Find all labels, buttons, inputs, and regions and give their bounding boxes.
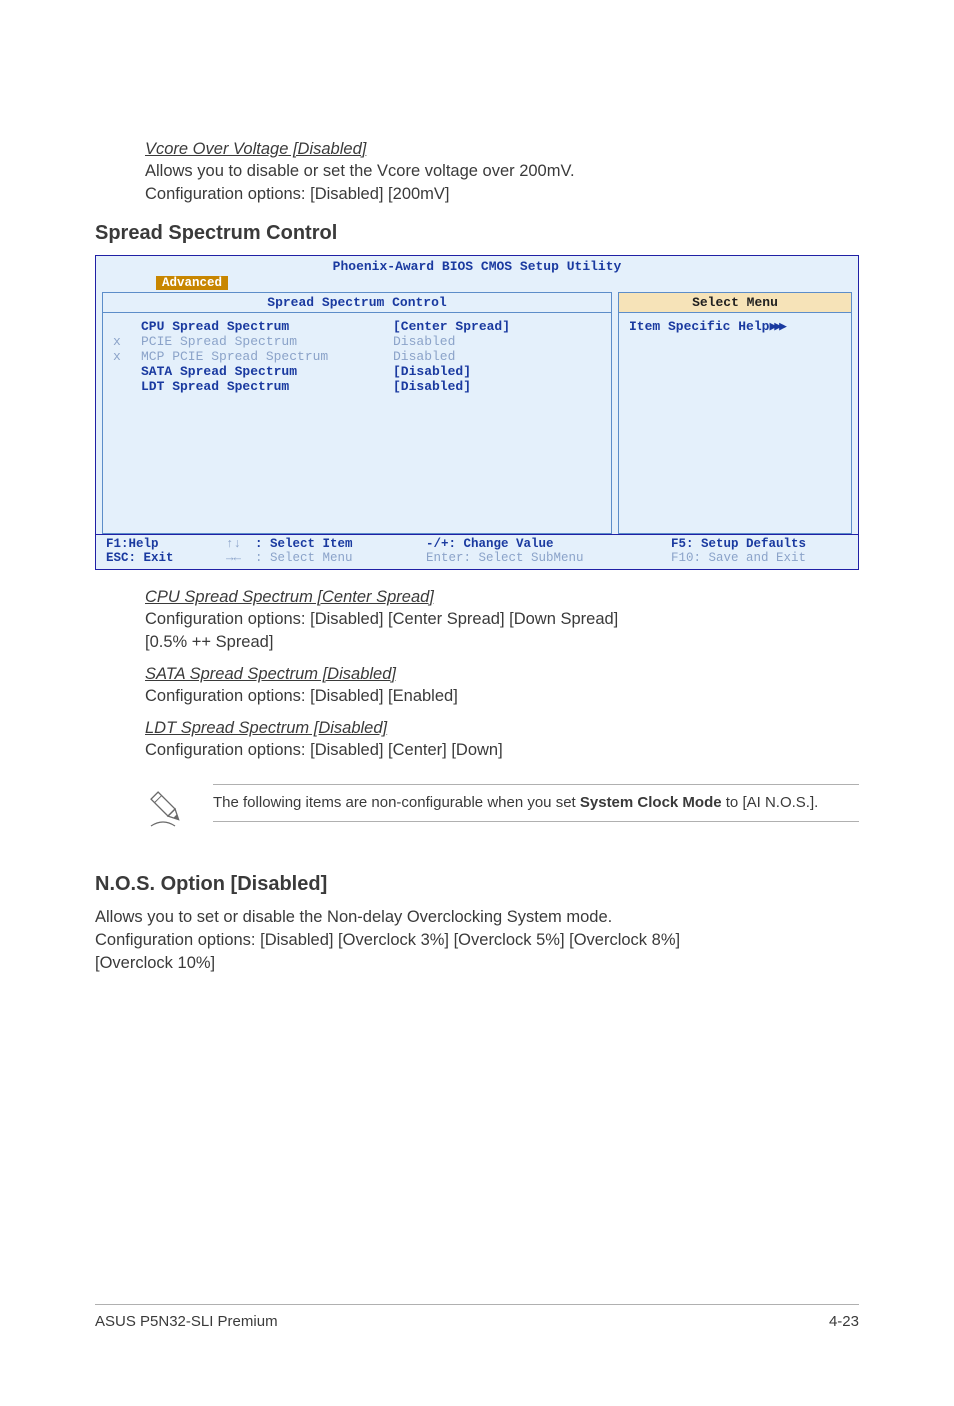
bios-row: xMCP PCIE Spread Spectrum Disabled: [113, 349, 601, 364]
bios-row-value: [Disabled]: [393, 379, 471, 394]
bios-row-value: [Center Spread]: [393, 319, 510, 334]
page-footer: ASUS P5N32-SLI Premium 4-23: [95, 1304, 859, 1330]
bios-row-value: [Disabled]: [393, 364, 471, 379]
bios-row[interactable]: CPU Spread Spectrum [Center Spread]: [113, 319, 601, 334]
arrow-right-icon: ▶▶▶: [769, 319, 783, 334]
ldt-spread-text: Configuration options: [Disabled] [Cente…: [145, 739, 859, 761]
bios-right-header: Select Menu: [619, 293, 851, 313]
bios-tabrow: Advanced: [96, 275, 858, 292]
bios-key-help: F1:Help: [106, 537, 226, 551]
arrows-updown-icon: ↑↓: [226, 537, 241, 551]
arrows-leftright-icon: →←: [226, 551, 241, 565]
bios-row[interactable]: LDT Spread Spectrum [Disabled]: [113, 379, 601, 394]
vcore-text-2: Configuration options: [Disabled] [200mV…: [145, 183, 859, 205]
vcore-text-1: Allows you to disable or set the Vcore v…: [145, 160, 859, 182]
bios-key-select-item: : Select Item: [255, 537, 353, 551]
sata-spread-text: Configuration options: [Disabled] [Enabl…: [145, 685, 859, 707]
bios-key-exit: ESC: Exit: [106, 551, 226, 565]
spread-spectrum-heading: Spread Spectrum Control: [95, 222, 859, 245]
bios-row-label: LDT Spread Spectrum: [141, 379, 289, 394]
bios-row-x: x: [113, 349, 141, 364]
bios-left-header: Spread Spectrum Control: [103, 293, 611, 313]
bios-row-label: CPU Spread Spectrum: [141, 319, 289, 334]
bios-help-text: Item Specific Help▶▶▶: [619, 313, 851, 340]
nos-text-2: Configuration options: [Disabled] [Overc…: [95, 929, 859, 951]
pencil-note-icon: [145, 784, 195, 837]
cpu-spread-text-1: Configuration options: [Disabled] [Cente…: [145, 608, 859, 630]
note-text: The following items are non-configurable…: [213, 784, 859, 822]
bios-row: xPCIE Spread Spectrum Disabled: [113, 334, 601, 349]
ldt-spread-heading: LDT Spread Spectrum [Disabled]: [145, 719, 859, 738]
bios-row-label: SATA Spread Spectrum: [141, 364, 297, 379]
cpu-spread-heading: CPU Spread Spectrum [Center Spread]: [145, 588, 859, 607]
bios-row-x: x: [113, 334, 141, 349]
bios-row-label: MCP PCIE Spread Spectrum: [141, 349, 328, 364]
bios-row-label: PCIE Spread Spectrum: [141, 334, 297, 349]
nos-heading: N.O.S. Option [Disabled]: [95, 873, 859, 896]
vcore-heading: Vcore Over Voltage [Disabled]: [145, 140, 859, 159]
bios-key-change-value: -/+: Change Value: [426, 537, 671, 551]
bios-right-panel: Select Menu Item Specific Help▶▶▶: [618, 292, 852, 534]
bios-key-save-exit: F10: Save and Exit: [671, 551, 848, 565]
footer-page-number: 4-23: [829, 1313, 859, 1330]
footer-product: ASUS P5N32-SLI Premium: [95, 1313, 278, 1330]
nos-text-3: [Overclock 10%]: [95, 952, 859, 974]
bios-tab-advanced[interactable]: Advanced: [156, 276, 228, 290]
cpu-spread-text-2: [0.5% ++ Spread]: [145, 631, 859, 653]
bios-key-select-submenu: Enter: Select SubMenu: [426, 551, 671, 565]
bios-row-value: Disabled: [393, 334, 455, 349]
bios-row[interactable]: SATA Spread Spectrum [Disabled]: [113, 364, 601, 379]
bios-left-panel: Spread Spectrum Control CPU Spread Spect…: [102, 292, 612, 534]
bios-panel: Phoenix-Award BIOS CMOS Setup Utility Ad…: [95, 255, 859, 570]
bios-footer: F1:Help ↑↓ : Select Item -/+: Change Valu…: [96, 534, 858, 569]
nos-text-1: Allows you to set or disable the Non-del…: [95, 906, 859, 928]
sata-spread-heading: SATA Spread Spectrum [Disabled]: [145, 665, 859, 684]
bios-row-value: Disabled: [393, 349, 455, 364]
bios-title: Phoenix-Award BIOS CMOS Setup Utility: [96, 256, 858, 275]
bios-key-setup-defaults: F5: Setup Defaults: [671, 537, 848, 551]
bios-key-select-menu: : Select Menu: [255, 551, 353, 565]
